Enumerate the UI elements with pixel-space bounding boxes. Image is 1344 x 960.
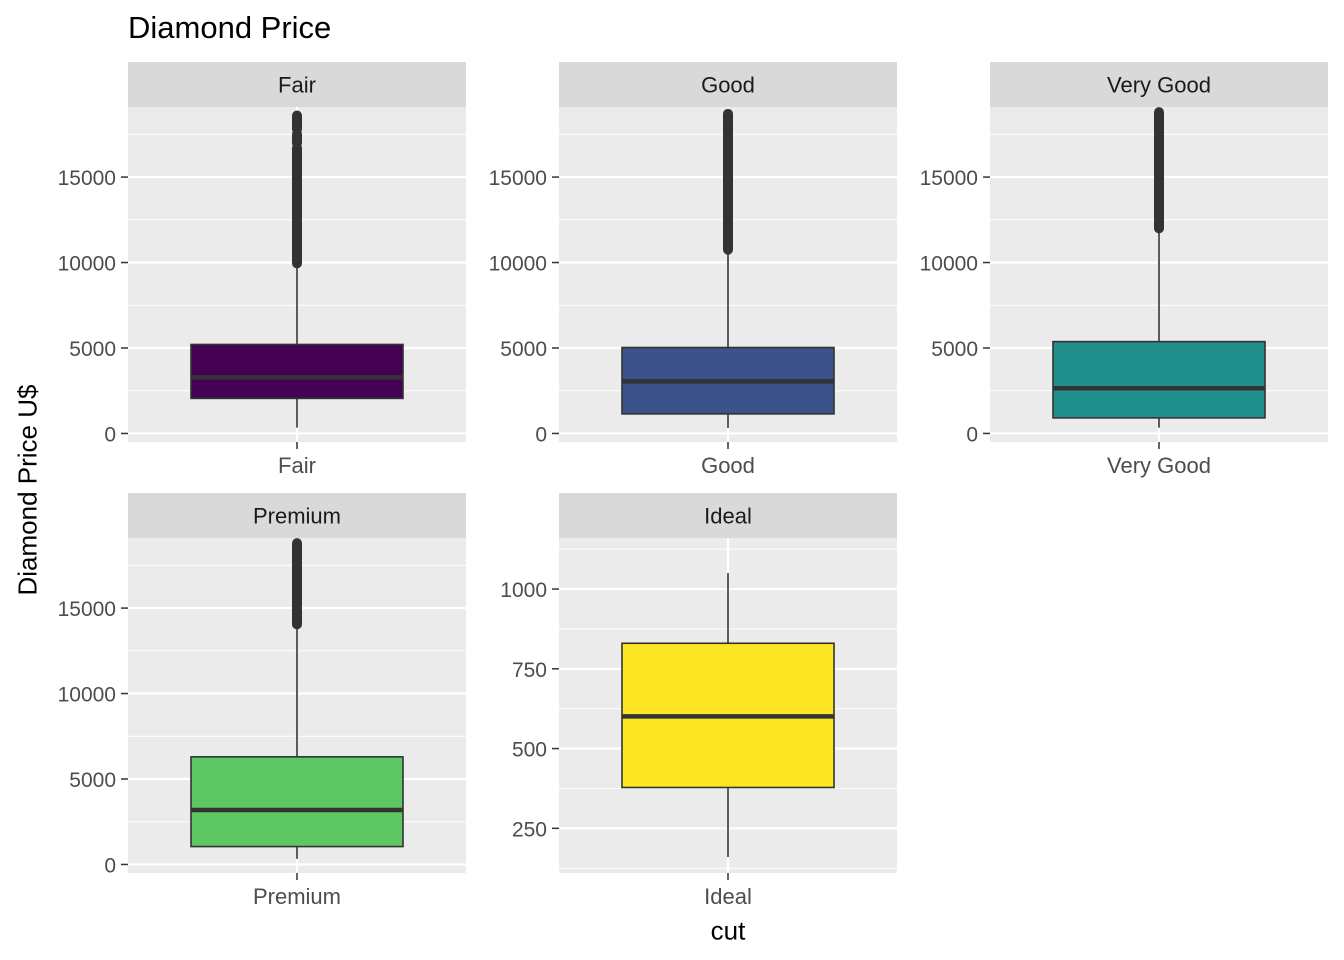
y-tick-label: 250 <box>512 818 547 841</box>
y-tick-label: 0 <box>535 423 547 446</box>
y-tick-label: 15000 <box>920 167 978 190</box>
facet-strip <box>990 62 1328 107</box>
y-tick-label: 1000 <box>500 579 547 602</box>
y-tick-label: 0 <box>966 423 978 446</box>
facet-panel-premium: Premium 0 5000 10000 15000 Premium <box>58 493 466 909</box>
x-tick-label: Ideal <box>704 884 752 909</box>
y-tick-label: 5000 <box>931 338 978 361</box>
facet-strip <box>559 493 897 538</box>
box-premium <box>190 756 404 848</box>
y-tick-label: 10000 <box>920 253 978 276</box>
facet-strip-label: Ideal <box>704 504 752 529</box>
y-tick-label: 750 <box>512 659 547 682</box>
facet-strip <box>128 493 466 538</box>
facet-panel-fair: Fair 0 5000 10000 15000 Fair <box>58 62 466 478</box>
y-tick-label: 10000 <box>58 684 116 707</box>
y-tick-label: 5000 <box>500 338 547 361</box>
facet-panel-good: Good 0 5000 10000 15000 Good <box>489 62 897 478</box>
box-very-good <box>1052 340 1266 419</box>
y-tick-label: 5000 <box>69 769 116 792</box>
y-tick-label: 10000 <box>489 253 547 276</box>
y-tick-label: 0 <box>104 423 116 446</box>
y-tick-label: 10000 <box>58 253 116 276</box>
y-tick-label: 500 <box>512 739 547 762</box>
facet-strip-label: Very Good <box>1107 73 1211 98</box>
y-tick-label: 15000 <box>489 167 547 190</box>
facet-strip-label: Premium <box>253 504 341 529</box>
facet-panel-very-good: Very Good 0 5000 10000 15000 Very Good <box>920 62 1328 478</box>
x-tick-label: Premium <box>253 884 341 909</box>
x-axis-label: cut <box>710 915 746 946</box>
facet-strip-label: Good <box>701 73 755 98</box>
y-tick-label: 15000 <box>58 598 116 621</box>
chart-title: Diamond Price <box>128 10 332 45</box>
y-tick-label: 0 <box>104 854 116 877</box>
box-fair <box>190 343 404 400</box>
facet-strip-label: Fair <box>278 73 316 98</box>
x-tick-label: Good <box>701 453 755 478</box>
x-tick-label: Fair <box>278 453 316 478</box>
facet-strip <box>128 62 466 107</box>
facet-panel-ideal: Ideal 250 500 750 1000 Ideal <box>500 493 897 909</box>
x-tick-label: Very Good <box>1107 453 1211 478</box>
facet-strip <box>559 62 897 107</box>
y-tick-label: 5000 <box>69 338 116 361</box>
y-tick-label: 15000 <box>58 167 116 190</box>
